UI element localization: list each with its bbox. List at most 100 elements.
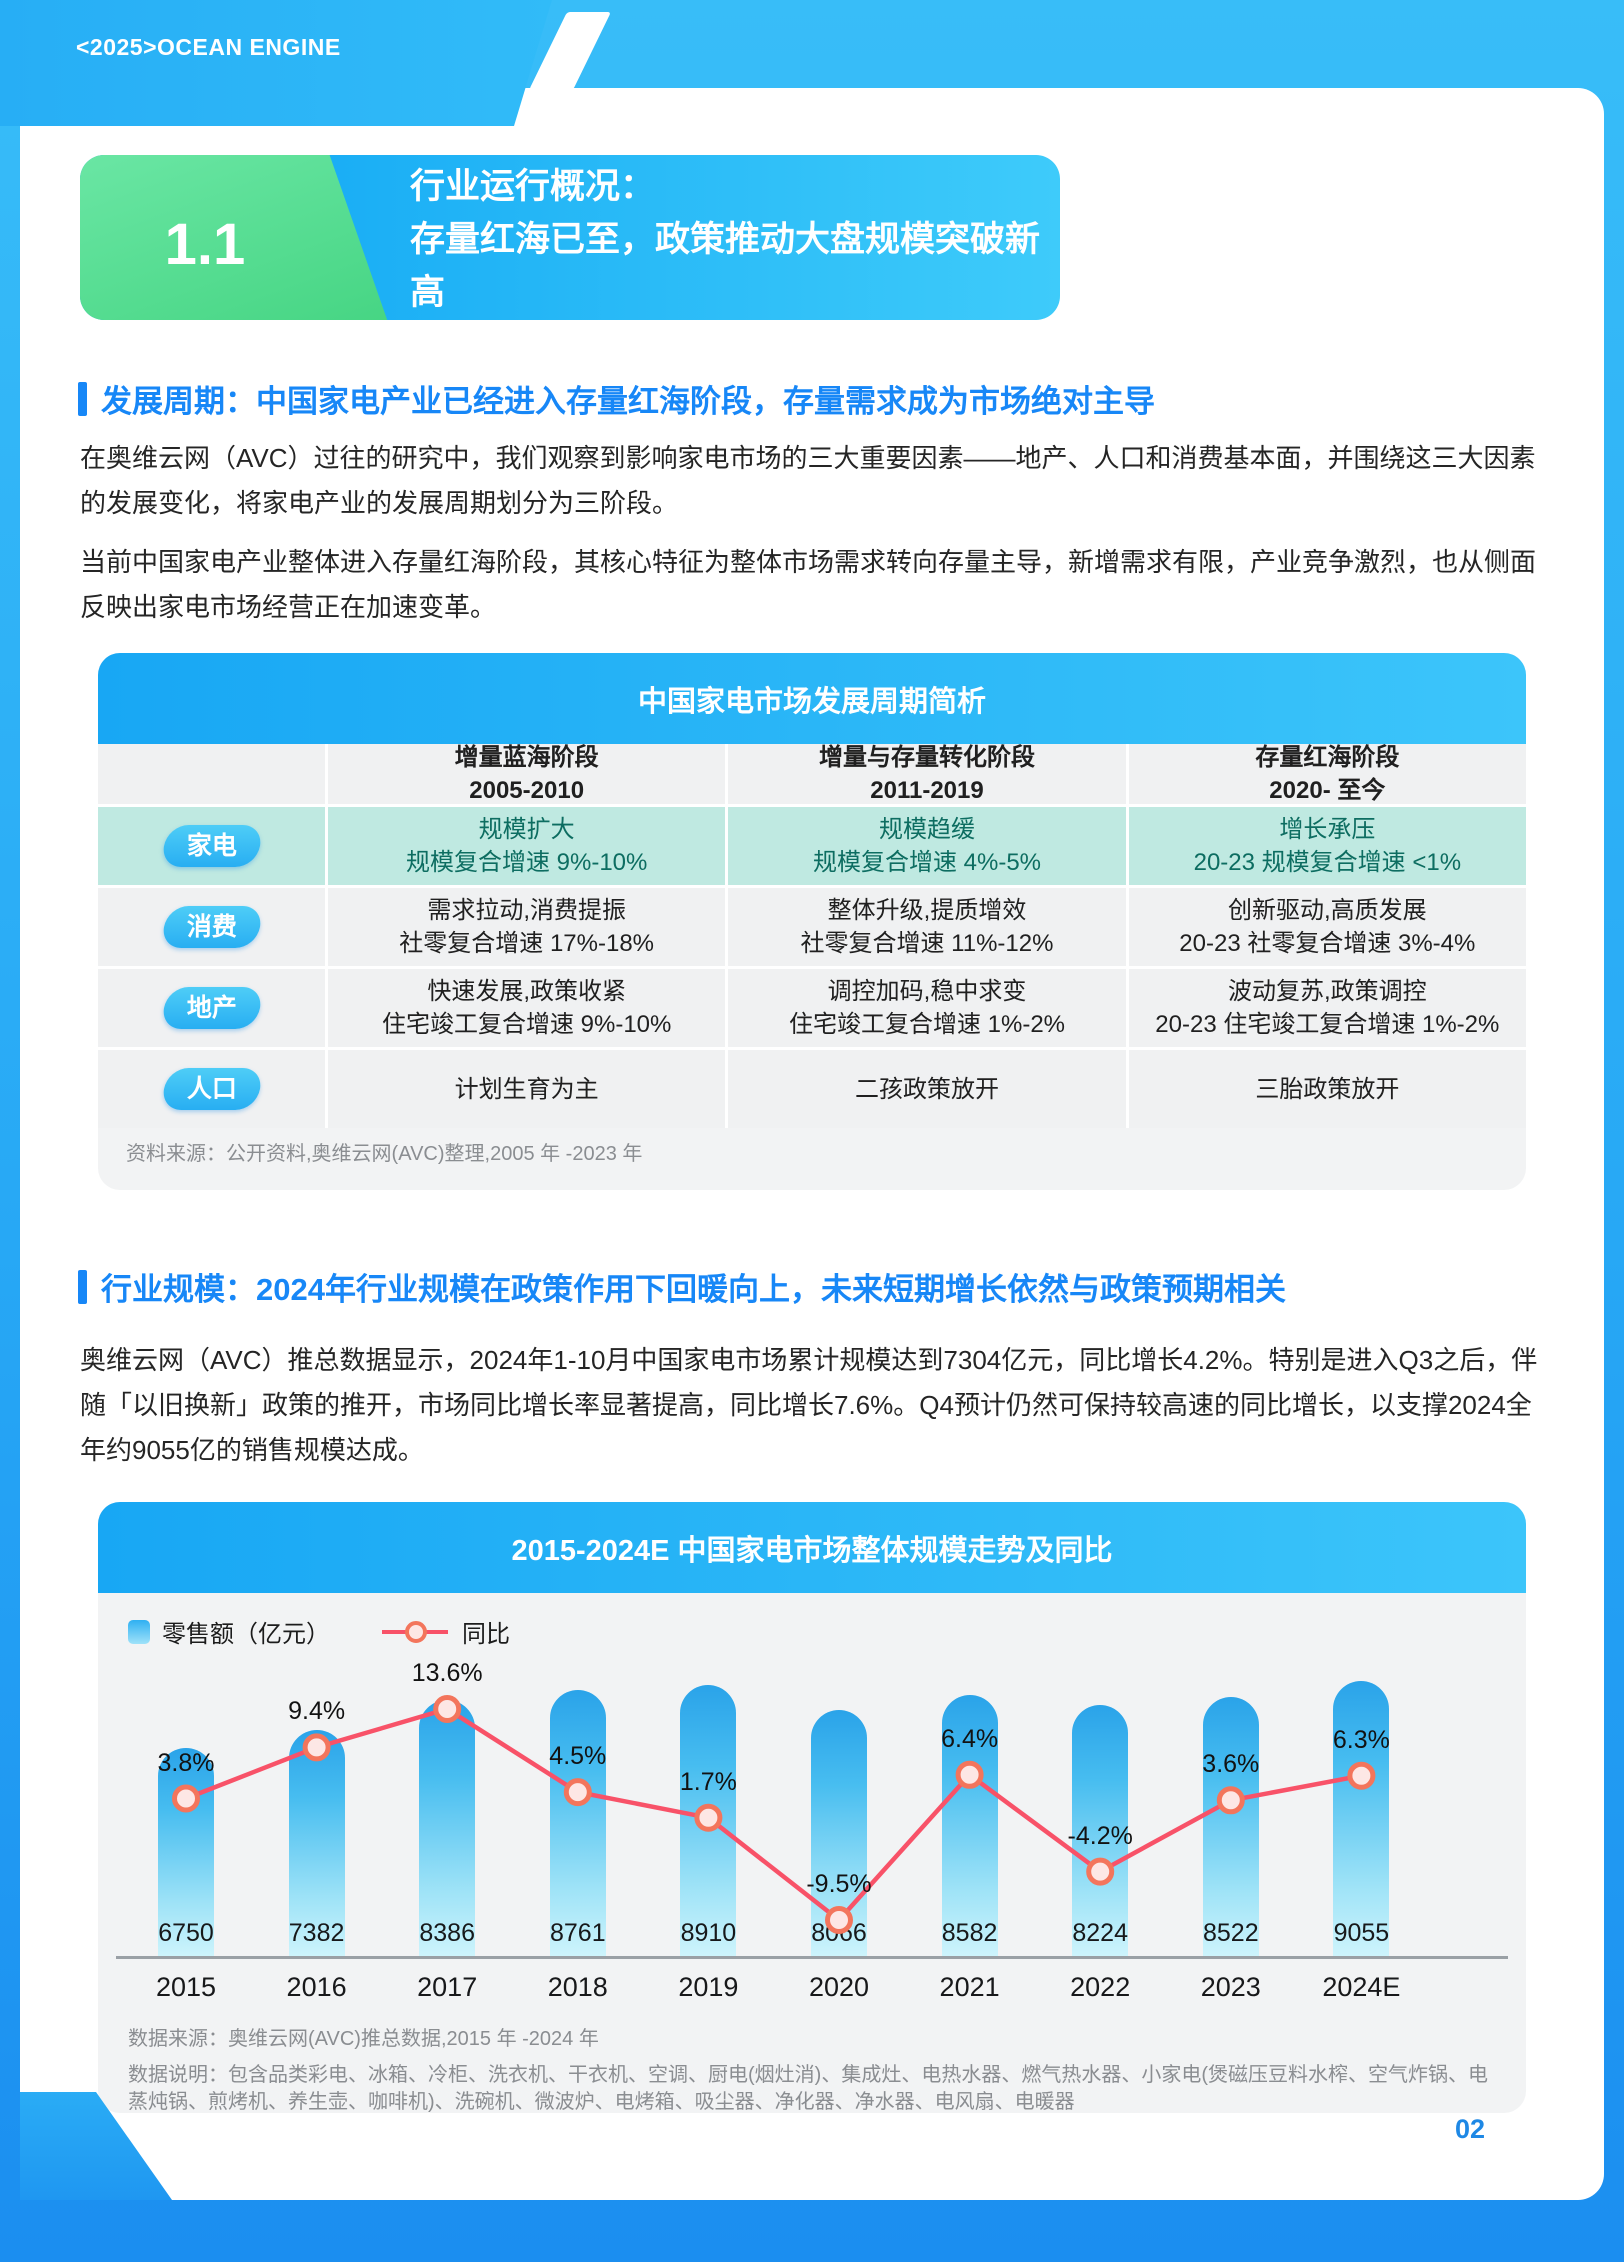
table-cell-line: 快速发展,政策收紧	[427, 978, 626, 1005]
axis-year-label: 2020	[808, 1972, 870, 2002]
bar-value-label: 8910	[680, 1919, 737, 1947]
yoy-value-label: 3.6%	[1202, 1750, 1260, 1779]
axis-year-label: 2024E	[1322, 1972, 1401, 2002]
yoy-line-chart	[172, 1695, 1376, 1934]
heading-text: 行业规模：2024年行业规模在政策作用下回暖向上，未来短期增长依然与政策预期相关	[101, 1272, 1286, 1307]
table-header-cell: 增量蓝海阶段 2005-2010	[328, 744, 726, 804]
table-cell-line: 创新驱动,高质发展	[1227, 897, 1427, 924]
row-label-pill: 人口	[159, 1068, 264, 1110]
table-cell: 二孩政策放开	[728, 1050, 1126, 1128]
bar-value-label: 8582	[941, 1919, 998, 1947]
heading-accent-bar	[78, 381, 87, 416]
stage-title: 存量红海阶段	[1255, 744, 1400, 771]
table-cell-line: 需求拉动,消费提振	[427, 897, 626, 924]
table-cell-line: 社零复合增速 11%-12%	[800, 930, 1054, 957]
table-cell-line: 整体升级,提质增效	[827, 897, 1027, 924]
table-cell: 整体升级,提质增效 社零复合增速 11%-12%	[728, 888, 1126, 966]
chart-title: 2015-2024E 中国家电市场整体规模走势及同比	[98, 1502, 1526, 1593]
yoy-point-marker	[433, 1695, 462, 1723]
paragraph-1: 在奥维云网（AVC）过往的研究中，我们观察到影响家电市场的三大重要因素——地产、…	[80, 443, 1536, 518]
yoy-value-label: 6.3%	[1332, 1725, 1390, 1754]
table-cell: 波动复苏,政策调控 20-23 住宅竣工复合增速 1%-2%	[1128, 969, 1526, 1047]
yoy-point-marker	[302, 1733, 331, 1762]
retail-bar	[1202, 1696, 1259, 1956]
chart-legend: 零售额（亿元） 同比	[128, 1614, 510, 1649]
table-row-label-cell: 人口	[98, 1050, 325, 1128]
table-cell: 增长承压 20-23 规模复合增速 <1%	[1128, 807, 1526, 885]
row-label-text: 人口	[186, 1074, 237, 1103]
table-cell-line: 20-23 规模复合增速 <1%	[1193, 849, 1462, 876]
yoy-point-marker	[1216, 1786, 1245, 1815]
yoy-value-label: -9.5%	[806, 1870, 872, 1898]
axis-year-label: 2015	[155, 1972, 217, 2002]
axis-year-label: 2016	[286, 1972, 347, 2002]
section-number-block: 1.1	[80, 155, 388, 320]
yoy-point-marker	[825, 1906, 853, 1934]
stage-title: 增量与存量转化阶段	[818, 744, 1035, 771]
table-cell-line: 20-23 住宅竣工复合增速 1%-2%	[1155, 1011, 1500, 1038]
row-label-text: 消费	[186, 912, 237, 941]
yoy-point-marker	[563, 1778, 592, 1807]
retail-bar	[288, 1729, 345, 1956]
table-cell-line: 社零复合增速 17%-18%	[399, 930, 655, 957]
yoy-value-label: 9.4%	[288, 1697, 346, 1726]
table-cell: 规模扩大 规模复合增速 9%-10%	[328, 807, 726, 885]
period-table-title: 中国家电市场发展周期简析	[98, 653, 1526, 744]
row-label-pill: 家电	[159, 825, 264, 867]
chart-plot-area: 6750 2015 3.8% 7382 2016 9.4% 8386 2017 13.6% 876…	[116, 1659, 1508, 2002]
page-number: 02	[1455, 2114, 1486, 2144]
axis-year-label: 2021	[939, 1972, 1000, 2002]
table-cell-line: 二孩政策放开	[854, 1075, 999, 1103]
row-label-pill: 地产	[159, 987, 264, 1029]
yoy-value-label: 4.5%	[549, 1742, 607, 1771]
period-table-card: 中国家电市场发展周期简析 增量蓝海阶段 2005-2010 增量与存量转化阶段 201…	[98, 653, 1526, 1190]
stage-title: 增量蓝海阶段	[454, 744, 599, 771]
bar-value-label: 8224	[1072, 1919, 1128, 1947]
table-cell: 规模趋缓 规模复合增速 4%-5%	[728, 807, 1126, 885]
axis-year-label: 2019	[678, 1972, 739, 2002]
table-cell-line: 规模复合增速 9%-10%	[405, 849, 648, 876]
table-corner-cell	[98, 744, 325, 804]
heading-text: 发展周期：中国家电产业已经进入存量红海阶段，存量需求成为市场绝对主导	[101, 384, 1155, 419]
retail-bar	[158, 1748, 214, 1956]
stage-period: 2020- 至今	[1269, 777, 1386, 804]
retail-bar	[941, 1694, 998, 1956]
page-content: 1.1 行业运行概况： 存量红海已至，政策推动大盘规模突破新高 发展周期：中国家…	[20, 88, 1604, 2200]
table-cell-line: 调控加码,稳中求变	[827, 978, 1027, 1005]
header-band-tab	[0, 0, 552, 126]
heading-accent-bar	[78, 1269, 87, 1304]
section-banner: 1.1 行业运行概况： 存量红海已至，政策推动大盘规模突破新高	[80, 155, 1060, 320]
yoy-legend-marker-icon	[382, 1620, 448, 1643]
retail-bar	[1072, 1705, 1129, 1956]
section-banner-title: 行业运行概况： 存量红海已至，政策推动大盘规模突破新高	[410, 155, 1040, 320]
table-cell: 快速发展,政策收紧住宅竣工复合增速 9%-10%	[328, 969, 726, 1047]
table-cell-line: 住宅竣工复合增速 9%-10%	[381, 1011, 672, 1038]
table-cell: 计划生育为主	[328, 1050, 726, 1128]
table-cell-line: 增长承压	[1279, 816, 1376, 843]
retail-legend-label: 零售额（亿元）	[162, 1621, 330, 1648]
brand-logo-text: <2025>OCEAN ENGINE	[76, 34, 341, 60]
chart-scope-note: 数据说明：包含品类彩电、冰箱、冷柜、洗衣机、干衣机、空调、厨电(烟灶消)、集成灶…	[128, 2064, 1488, 2113]
yoy-point-marker	[1086, 1857, 1115, 1886]
bar-value-label: 8386	[419, 1919, 475, 1947]
yoy-legend-label: 同比	[462, 1621, 510, 1648]
yoy-value-label: 3.8%	[157, 1748, 215, 1777]
section-number: 1.1	[164, 212, 246, 277]
axis-year-label: 2017	[417, 1972, 478, 2002]
bar-value-label: 8761	[549, 1919, 606, 1947]
stage-period: 2005-2010	[469, 777, 585, 804]
yoy-point-marker	[694, 1803, 723, 1832]
stage-period: 2011-2019	[870, 777, 984, 804]
table-cell-line: 住宅竣工复合增速 1%-2%	[788, 1011, 1066, 1038]
table-cell-line: 波动复苏,政策调控	[1227, 978, 1427, 1005]
table-cell-line: 规模复合增速 4%-5%	[812, 849, 1042, 876]
market-chart-card: 2015-2024E 中国家电市场整体规模走势及同比 零售额（亿元） 同比 67…	[98, 1502, 1526, 2113]
table-header-cell: 存量红海阶段 2020- 至今	[1128, 744, 1526, 804]
table-cell: 创新驱动,高质发展 20-23 社零复合增速 3%-4%	[1128, 888, 1526, 966]
retail-legend-swatch-icon	[128, 1619, 150, 1644]
heading-industry-scale: 行业规模：2024年行业规模在政策作用下回暖向上，未来短期增长依然与政策预期相关	[78, 1264, 1286, 1309]
yoy-point-marker	[172, 1784, 200, 1813]
table-cell-line: 计划生育为主	[454, 1075, 599, 1103]
table-cell: 需求拉动,消费提振社零复合增速 17%-18%	[328, 888, 726, 966]
table-cell-line: 三胎政策放开	[1255, 1075, 1400, 1103]
